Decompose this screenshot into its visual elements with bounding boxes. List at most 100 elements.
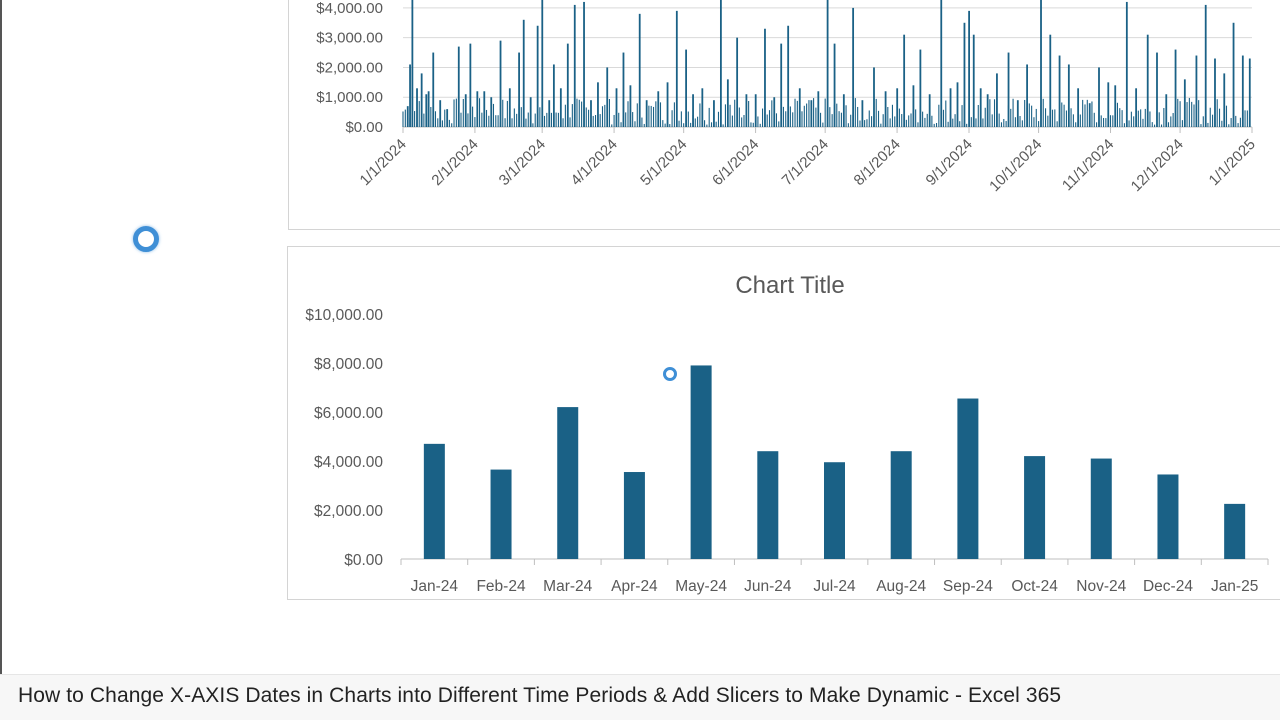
month-bar — [423, 443, 445, 559]
month-bar — [1224, 503, 1246, 559]
day-bar — [446, 109, 449, 127]
day-bar — [427, 91, 430, 127]
x-tick-label: 1/1/2024 — [357, 136, 410, 189]
x-tick-label: 10/1/2024 — [986, 136, 1045, 195]
day-bar — [1067, 64, 1070, 127]
month-bar — [623, 472, 645, 559]
day-bar — [638, 13, 641, 127]
day-bar — [972, 34, 975, 127]
day-bar — [1125, 1, 1128, 127]
day-bar — [1232, 22, 1235, 127]
day-bar — [787, 25, 790, 128]
y-tick-label: $10,000.00 — [305, 307, 383, 324]
day-bar — [432, 52, 435, 127]
day-bar — [1146, 34, 1149, 127]
cursor-loading-ring-icon — [133, 226, 159, 252]
day-bar — [583, 1, 585, 127]
day-bar — [469, 43, 472, 127]
day-bar — [1077, 88, 1080, 127]
y-tick-label: $4,000.00 — [316, 0, 383, 17]
day-bar — [833, 43, 836, 127]
monthly-sales-chart-svg: Chart Title $0.00 $2,000.00 $4,000.00 $6,000… — [305, 272, 1269, 595]
day-bar — [1156, 52, 1158, 127]
day-bar — [406, 106, 409, 127]
day-bar — [1195, 55, 1198, 127]
day-bar — [416, 88, 418, 127]
x-tick-label: Jul-24 — [813, 578, 856, 595]
x-tick-label: Aug-24 — [876, 578, 926, 595]
day-bar — [411, 0, 414, 128]
day-bar — [896, 88, 899, 127]
x-tick-label: Mar-24 — [543, 578, 592, 595]
day-bar — [1241, 55, 1244, 127]
day-bar — [552, 64, 555, 127]
day-bar — [529, 97, 532, 127]
y-tick-label: $4,000.00 — [314, 454, 383, 471]
x-tick-label: 4/1/2024 — [568, 136, 621, 189]
x-tick-label: Dec-24 — [1143, 578, 1193, 595]
x-tick-label: Jan-24 — [411, 578, 459, 595]
month-bar — [557, 407, 579, 559]
day-bar — [1088, 103, 1091, 127]
day-bar — [842, 94, 845, 127]
day-bar — [1016, 100, 1019, 127]
day-bar — [499, 40, 502, 128]
day-bar — [968, 10, 970, 127]
day-bar — [622, 52, 625, 127]
month-bar — [1157, 474, 1179, 559]
day-bar — [979, 88, 982, 127]
day-bar — [685, 49, 687, 128]
month-bar — [690, 365, 712, 559]
day-bar — [541, 0, 544, 127]
chart-title: Chart Title — [735, 272, 844, 299]
month-bar — [1024, 456, 1046, 559]
y-tick-label: $3,000.00 — [316, 30, 383, 47]
day-bar — [736, 37, 739, 127]
day-bar — [425, 94, 428, 127]
monthly-sales-chart[interactable]: Chart Title $0.00 $2,000.00 $4,000.00 $6,000… — [287, 246, 1280, 600]
day-bar — [1248, 58, 1251, 128]
x-tick-label: 7/1/2024 — [779, 136, 832, 189]
x-tick-label: 12/1/2024 — [1128, 136, 1187, 195]
x-tick-label: 9/1/2024 — [923, 136, 976, 189]
x-tick-label: Feb-24 — [476, 578, 525, 595]
day-bar — [1135, 88, 1138, 127]
day-bar — [764, 28, 766, 127]
x-tick-label: 6/1/2024 — [709, 136, 762, 189]
day-bar — [420, 73, 423, 127]
day-bar — [573, 4, 576, 128]
day-bar — [861, 100, 864, 127]
daily-sales-chart[interactable]: $0.00 $1,000.00 $2,000.00 $3,000.00 $4,000.0… — [288, 0, 1280, 230]
y-tick-label: $2,000.00 — [314, 503, 383, 520]
cursor-pointer-ring-icon — [663, 367, 677, 381]
month-bar — [824, 462, 845, 559]
day-bar — [956, 82, 959, 127]
day-bar — [1223, 73, 1226, 127]
day-bar — [666, 82, 669, 127]
x-tick-label: Jan-25 — [1211, 578, 1258, 595]
day-bar — [1183, 79, 1186, 127]
day-bar — [996, 73, 998, 127]
day-bar — [508, 88, 511, 127]
day-bar — [949, 88, 952, 127]
day-bar — [719, 0, 722, 128]
x-tick-label: Sep-24 — [943, 578, 993, 595]
day-bar — [726, 79, 729, 127]
day-bar — [1049, 34, 1052, 127]
x-tick-label: Nov-24 — [1076, 578, 1126, 595]
daily-sales-chart-svg: $0.00 $1,000.00 $2,000.00 $3,000.00 $4,000.0… — [316, 0, 1259, 195]
day-bar — [476, 91, 479, 127]
day-bar — [912, 85, 915, 127]
y-tick-label: $0.00 — [344, 552, 383, 569]
day-bar — [903, 34, 906, 127]
month-bar — [957, 398, 979, 559]
day-bar — [597, 82, 599, 127]
y-tick-label: $2,000.00 — [316, 59, 383, 76]
day-bar — [1114, 85, 1117, 127]
day-bar — [873, 67, 875, 127]
day-bar — [457, 46, 460, 127]
day-bar — [963, 22, 966, 127]
day-bar — [657, 91, 660, 127]
x-tick-label: 2/1/2024 — [428, 136, 481, 189]
day-bar — [548, 100, 551, 127]
